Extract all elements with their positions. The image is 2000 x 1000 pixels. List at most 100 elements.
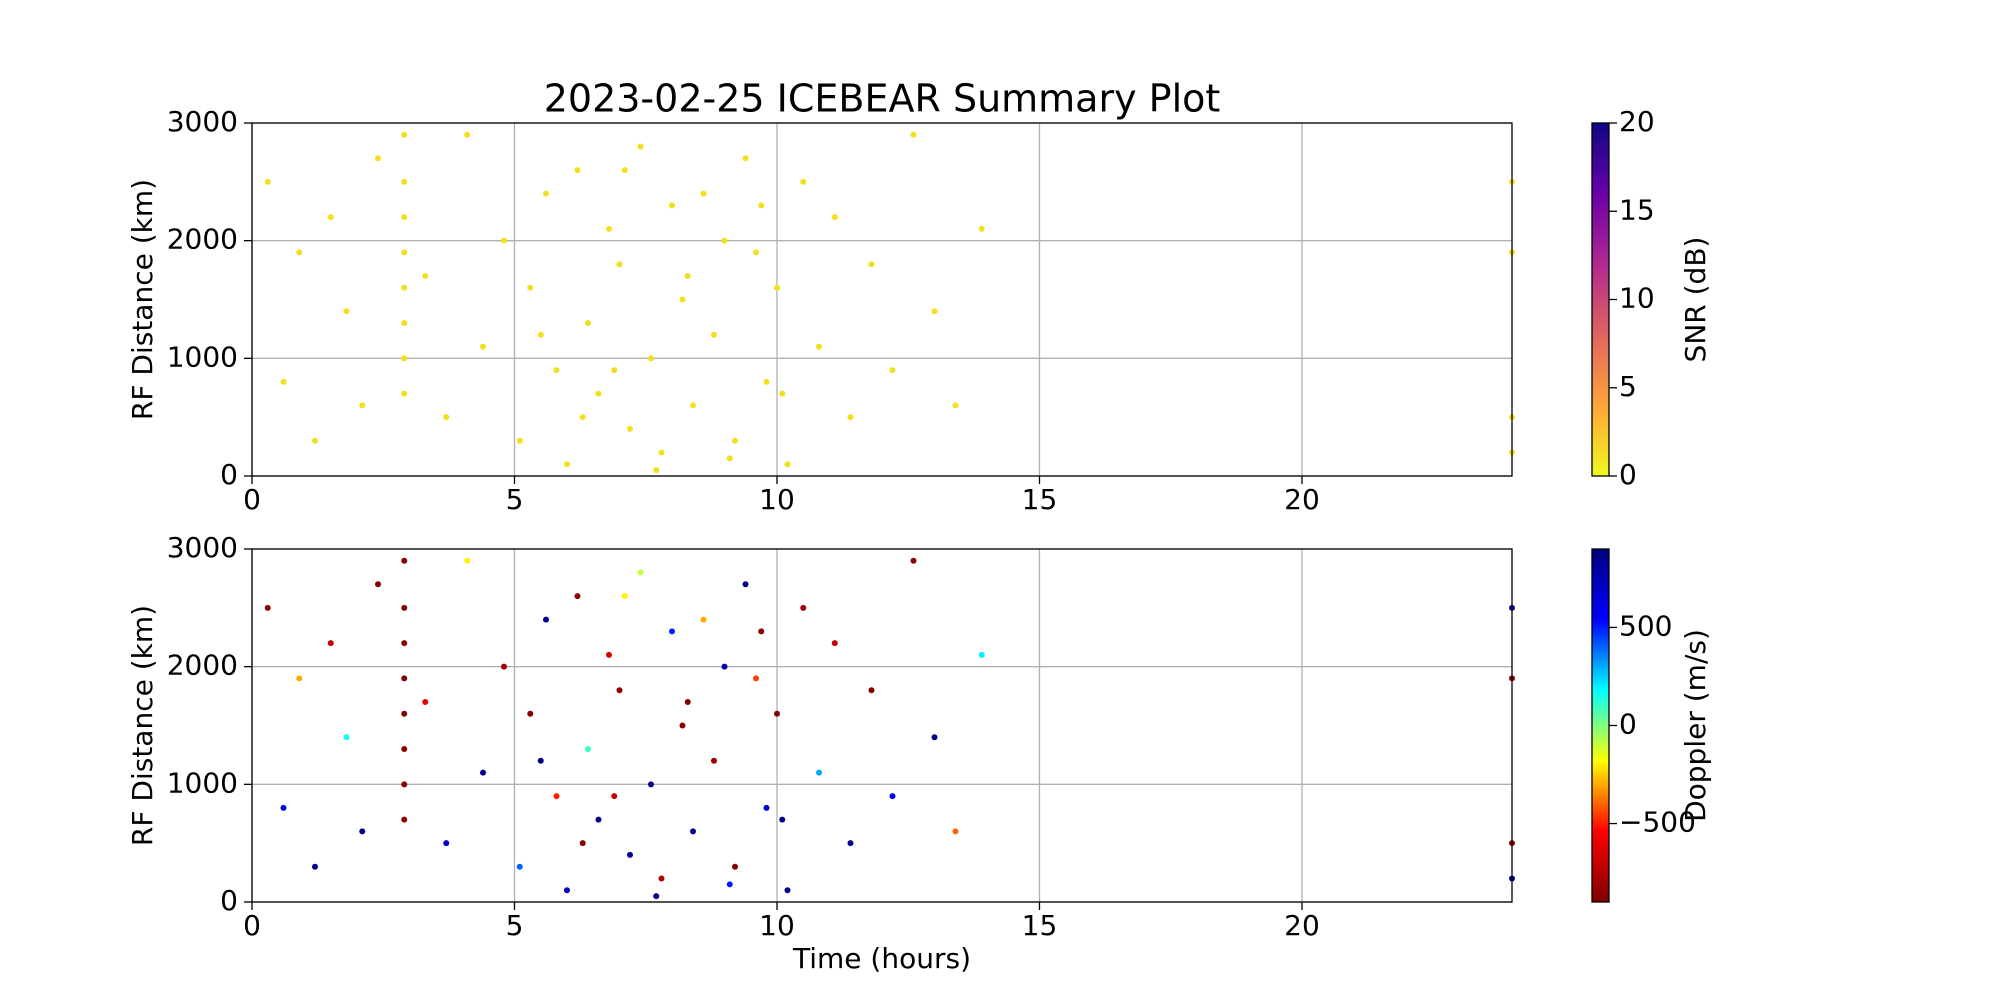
scatter-point — [564, 461, 570, 468]
scatter-point — [868, 261, 875, 268]
scatter-point — [658, 875, 665, 882]
colorbar-tick-label: 20 — [1619, 105, 1655, 138]
scatter-point — [669, 628, 675, 635]
scatter-point — [779, 816, 786, 823]
scatter-point — [621, 593, 628, 600]
scatter-point — [779, 390, 786, 397]
scatter-point — [931, 734, 938, 741]
scatter-point — [774, 284, 780, 291]
scatter-point — [343, 734, 350, 741]
scatter-point — [280, 378, 287, 385]
scatter-point — [553, 367, 560, 374]
x-tick-label: 10 — [759, 909, 795, 942]
plot-frame — [251, 122, 1513, 477]
y-tick-label: 2000 — [167, 223, 238, 256]
scatter-point — [501, 663, 507, 670]
scatter-point — [375, 581, 381, 588]
chart-title: 2023-02-25 ICEBEAR Summary Plot — [544, 77, 1221, 121]
scatter-point — [910, 557, 917, 564]
x-tick-label: 5 — [506, 909, 524, 942]
x-axis-label: Time (hours) — [792, 942, 971, 975]
y-axis-label: RF Distance (km) — [126, 179, 159, 420]
scatter-point — [296, 249, 303, 256]
scatter-point — [669, 202, 675, 209]
scatter-point — [401, 355, 408, 362]
x-tick-label: 5 — [506, 483, 524, 516]
scatter-point — [401, 249, 408, 256]
scatter-point — [742, 155, 749, 162]
scatter-point — [889, 793, 896, 800]
scatter-point — [816, 343, 822, 350]
scatter-point — [543, 616, 549, 623]
scatter-point — [574, 593, 581, 600]
colorbar-tick-label: 0 — [1619, 708, 1637, 741]
scatter-point — [978, 225, 985, 232]
scatter-point — [653, 893, 660, 900]
scatter-point — [721, 663, 728, 670]
scatter-point — [280, 804, 287, 811]
scatter-point — [774, 710, 780, 717]
scatter-point — [711, 331, 717, 338]
scatter-point — [359, 402, 366, 409]
scatter-point — [401, 284, 408, 291]
scatter-point — [721, 237, 728, 244]
scatter-point — [616, 261, 623, 268]
scatter-point — [784, 887, 791, 894]
scatter-point — [711, 757, 717, 764]
colorbar-label: Doppler (m/s) — [1679, 629, 1712, 822]
x-tick-label: 0 — [243, 483, 261, 516]
scatter-point — [579, 840, 586, 847]
scatter-point — [264, 178, 271, 185]
x-tick-label: 20 — [1284, 909, 1320, 942]
scatter-point — [611, 367, 618, 374]
scatter-point — [868, 687, 875, 694]
y-tick-label: 3000 — [167, 105, 238, 138]
scatter-point — [690, 402, 696, 409]
scatter-point — [480, 769, 486, 776]
scatter-point — [464, 131, 471, 138]
scatter-point — [401, 214, 408, 221]
scatter-point — [831, 640, 838, 647]
scatter-point — [952, 402, 959, 409]
x-tick-label: 10 — [759, 483, 795, 516]
scatter-point — [931, 308, 938, 315]
scatter-point — [359, 828, 366, 835]
scatter-point — [585, 746, 591, 753]
scatter-point — [679, 722, 686, 729]
scatter-point — [800, 178, 807, 185]
scatter-point — [537, 757, 544, 764]
scatter-point — [910, 131, 917, 138]
colorbar-tick-label: 15 — [1619, 193, 1655, 226]
scatter-point — [684, 698, 691, 705]
x-tick-label: 15 — [1022, 483, 1058, 516]
scatter-point — [648, 355, 654, 362]
scatter-point — [527, 284, 534, 291]
scatter-point — [375, 155, 381, 162]
scatter-point — [816, 769, 822, 776]
scatter-point — [763, 378, 770, 385]
scatter-point — [564, 887, 570, 894]
scatter-point — [726, 455, 733, 462]
scatter-point — [627, 425, 633, 432]
scatter-point — [742, 581, 749, 588]
scatter-point — [464, 557, 471, 564]
scatter-point — [889, 367, 896, 374]
scatter-point — [952, 828, 959, 835]
scatter-point — [401, 781, 408, 788]
colorbar-tick-label: 10 — [1619, 282, 1655, 315]
scatter-point — [579, 414, 586, 421]
x-tick-label: 20 — [1284, 483, 1320, 516]
scatter-point — [753, 675, 759, 682]
scatter-point — [700, 616, 707, 623]
scatter-point — [847, 840, 854, 847]
y-tick-label: 1000 — [167, 766, 238, 799]
scatter-point — [264, 604, 271, 611]
colorbar-tick-label: 0 — [1619, 458, 1637, 491]
colorbar-tick-label: 5 — [1619, 370, 1637, 403]
scatter-point — [653, 467, 660, 474]
scatter-point — [648, 781, 654, 788]
scatter-point — [312, 863, 318, 870]
scatter-point — [312, 437, 318, 444]
scatter-point — [480, 343, 486, 350]
